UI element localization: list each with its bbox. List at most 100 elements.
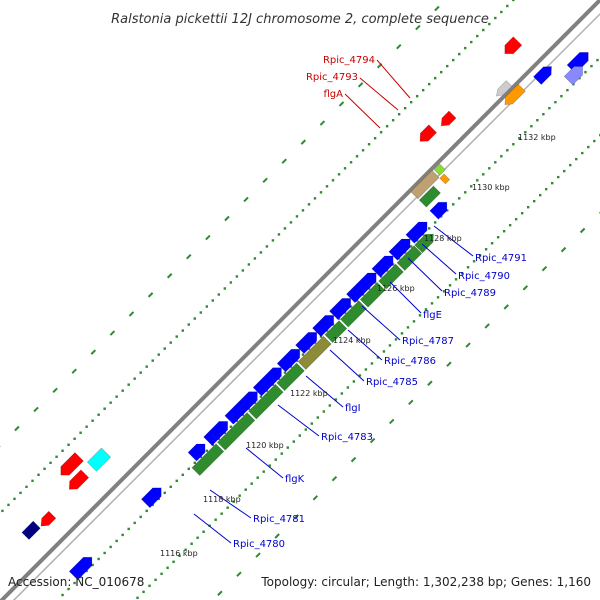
gene-label-rpic-4785[interactable]: Rpic_4785	[366, 377, 418, 388]
grid-dash	[541, 265, 548, 272]
grid-dash	[255, 552, 261, 558]
reverse-cds	[440, 110, 457, 127]
grid-dot	[139, 515, 142, 519]
grid-dot	[247, 263, 251, 266]
grid-dot	[307, 203, 311, 206]
forward-cds	[312, 315, 335, 338]
gene-label-rpic-4786[interactable]: Rpic_4786	[384, 356, 436, 367]
grid-dot	[19, 491, 22, 495]
grid-dot	[452, 58, 455, 62]
grid-dot	[301, 209, 305, 212]
leader-line	[329, 349, 365, 382]
grid-dot	[427, 82, 431, 86]
gene-label-rpic-4789[interactable]: Rpic_4789	[444, 288, 496, 299]
grid-dot	[512, 0, 515, 2]
grid-dash	[408, 399, 414, 406]
grid-dot	[313, 197, 317, 200]
backbone-inner-line	[12, 12, 600, 600]
grid-dash	[243, 196, 249, 203]
reverse-cds	[504, 36, 523, 55]
gene-label-flgk[interactable]: flgK	[285, 474, 305, 485]
grid-dot	[328, 404, 332, 407]
forward-cds	[203, 421, 228, 446]
grid-dot	[403, 251, 407, 254]
gene-label-rpic-4781[interactable]: Rpic_4781	[253, 514, 305, 525]
grid-dot	[446, 64, 449, 68]
forward-cds	[563, 66, 583, 86]
grid-dash	[236, 571, 242, 577]
grid-dot	[325, 185, 329, 188]
grid-dot	[376, 356, 380, 359]
grid-dot	[277, 233, 281, 236]
gene-label-rpic-4793[interactable]: Rpic_4793	[306, 72, 358, 83]
grid-dot	[13, 497, 16, 501]
gene-label-rpic-4787[interactable]: Rpic_4787	[402, 336, 454, 347]
gene-label-rpic-4780[interactable]: Rpic_4780	[233, 539, 285, 550]
topology-summary: Topology: circular; Length: 1,302,238 bp…	[260, 575, 591, 589]
grid-dot	[424, 308, 428, 311]
grid-dot	[545, 187, 548, 191]
gene-label-flga[interactable]: flgA	[324, 89, 344, 100]
grid-dot	[205, 449, 209, 452]
leader-line	[344, 93, 381, 129]
forward-cds	[329, 298, 351, 321]
leader-line	[407, 257, 443, 292]
grid-dot	[187, 323, 190, 326]
grid-dot	[506, 4, 509, 8]
kbp-tick-label: 1128 kbp	[424, 234, 462, 243]
grid-dot	[566, 88, 569, 92]
grid-dash	[446, 361, 452, 367]
grid-dot	[454, 278, 458, 281]
gene-features	[21, 36, 589, 581]
kbp-tick-label: 1120 kbp	[246, 441, 284, 450]
grid-dash	[369, 437, 376, 444]
gene-label-flge[interactable]: flgE	[423, 310, 442, 321]
grid-dash	[396, 43, 402, 50]
gene-label-rpic-4794[interactable]: Rpic_4794	[323, 55, 375, 66]
grid-dot	[569, 163, 572, 167]
grid-dot	[352, 380, 356, 383]
grid-dot	[175, 479, 178, 483]
grid-dot	[433, 221, 437, 224]
gene-label-rpic-4791[interactable]: Rpic_4791	[475, 253, 527, 264]
grid-dot	[202, 530, 205, 533]
small-feature	[433, 163, 446, 176]
grid-dot	[542, 112, 545, 116]
reverse-cds	[60, 452, 84, 476]
reverse-cds	[21, 520, 41, 540]
grid-dot	[181, 473, 184, 477]
grid-dot	[442, 290, 446, 293]
grid-dot	[433, 76, 437, 80]
grid-dot	[538, 193, 542, 197]
grid-dot	[532, 199, 536, 203]
grid-dot	[157, 497, 160, 501]
grid-dot	[259, 251, 263, 254]
forward-cds	[566, 52, 589, 74]
grid-dot	[470, 185, 473, 188]
gene-label-flgi[interactable]: flgI	[345, 403, 361, 414]
grid-dot	[472, 260, 476, 263]
gene-label-rpic-4783[interactable]: Rpic_4783	[321, 432, 373, 443]
small-feature	[495, 80, 513, 97]
grid-dot	[476, 179, 479, 182]
grid-dot	[271, 239, 275, 242]
grid-dot	[551, 181, 554, 185]
grid-dot	[581, 151, 584, 155]
grid-dot	[418, 314, 422, 317]
forward-cds	[276, 349, 301, 373]
grid-dash	[128, 311, 135, 317]
grid-dot	[406, 326, 410, 329]
grid-dot	[548, 106, 551, 110]
grid-dot	[79, 431, 82, 434]
gene-label-rpic-4790[interactable]: Rpic_4790	[458, 271, 510, 282]
grid-dot	[193, 461, 196, 464]
grid-dot	[175, 335, 178, 338]
grid-dash	[579, 227, 586, 234]
grid-dash	[293, 514, 299, 520]
grid-dot	[496, 236, 500, 239]
kbp-tick-label: 1116 kbp	[160, 549, 198, 558]
grid-dot	[313, 341, 317, 344]
grid-dot	[400, 332, 404, 335]
grid-dot	[575, 157, 578, 161]
grid-dot	[316, 416, 320, 419]
